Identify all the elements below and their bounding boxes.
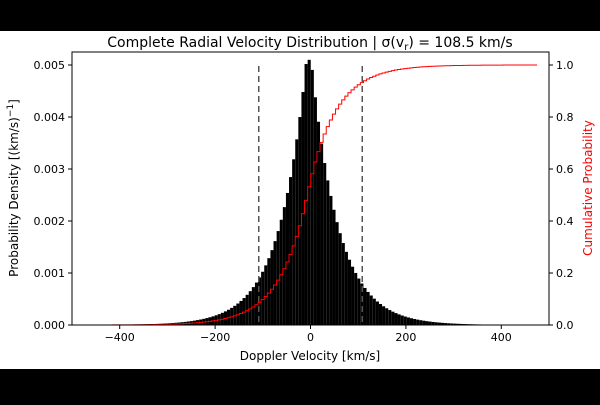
histogram-bar — [329, 196, 332, 325]
histogram-bar — [401, 316, 404, 325]
histogram-bar — [326, 180, 329, 325]
histogram-bar — [339, 233, 342, 325]
y-tick-label: 0.000 — [34, 319, 66, 332]
letterbox-top — [0, 0, 600, 31]
histogram-bar — [404, 317, 407, 325]
histogram-bar — [332, 210, 335, 325]
histogram-bar — [407, 317, 410, 325]
histogram-bar — [416, 320, 419, 325]
letterbox-bottom — [0, 369, 600, 400]
histogram-bar — [336, 222, 339, 325]
x-tick-label: −400 — [105, 331, 135, 344]
histogram-bar — [373, 299, 376, 325]
x-tick-label: 200 — [395, 331, 416, 344]
histogram-bar — [425, 321, 428, 325]
y2-tick-label: 1.0 — [556, 59, 574, 72]
histogram-bar — [311, 70, 314, 325]
histogram-bar — [345, 252, 348, 325]
x-tick-label: 0 — [307, 331, 314, 344]
histogram-bar — [348, 260, 351, 325]
histogram-bar — [363, 288, 366, 325]
histogram-bar — [388, 310, 391, 325]
histogram-bar — [323, 163, 326, 325]
histogram-bar — [422, 321, 425, 325]
histogram-bar — [351, 267, 354, 325]
histogram-bar — [385, 308, 388, 325]
y-tick-label: 0.002 — [34, 215, 66, 228]
y2-tick-label: 0.6 — [556, 163, 574, 176]
histogram-bar — [342, 243, 345, 325]
histogram-bar — [370, 296, 373, 326]
y-axis-label-superscript: −1 — [6, 104, 16, 117]
x-axis-label: Doppler Velocity [km/s] — [240, 349, 380, 363]
y2-tick-label: 0.4 — [556, 215, 574, 228]
histogram-bar — [413, 319, 416, 325]
y-axis-label-tail: ] — [7, 99, 21, 104]
y-tick-label: 0.003 — [34, 163, 66, 176]
histogram-bar — [354, 273, 357, 325]
histogram-bar — [394, 313, 397, 325]
histogram-bar — [382, 306, 385, 325]
histogram-bar — [379, 304, 382, 325]
x-tick-label: 400 — [491, 331, 512, 344]
histogram-bar — [398, 314, 401, 325]
histogram-bar — [357, 279, 360, 325]
histogram-bar — [320, 144, 323, 325]
histogram-bar — [314, 97, 317, 325]
chart-title: Complete Radial Velocity Distribution | … — [107, 35, 512, 53]
y-tick-label: 0.001 — [34, 267, 66, 280]
x-tick-label: −200 — [200, 331, 230, 344]
histogram-bar — [429, 322, 432, 325]
y2-axis-label: Cumulative Probability — [581, 120, 595, 256]
histogram-bar — [391, 312, 394, 325]
y-tick-label: 0.005 — [34, 59, 66, 72]
y2-tick-label: 0.8 — [556, 111, 574, 124]
y-axis-label: Probability Density [(km/s)−1] — [6, 99, 21, 277]
histogram-bar — [410, 318, 413, 325]
y-tick-label: 0.004 — [34, 111, 66, 124]
chart-title-tail: ) = 108.5 km/s — [408, 35, 512, 51]
y2-tick-label: 0.0 — [556, 319, 574, 332]
y2-tick-label: 0.2 — [556, 267, 574, 280]
histogram-bar — [419, 320, 422, 325]
histogram-bar — [376, 302, 379, 326]
histogram-bar — [367, 292, 370, 325]
